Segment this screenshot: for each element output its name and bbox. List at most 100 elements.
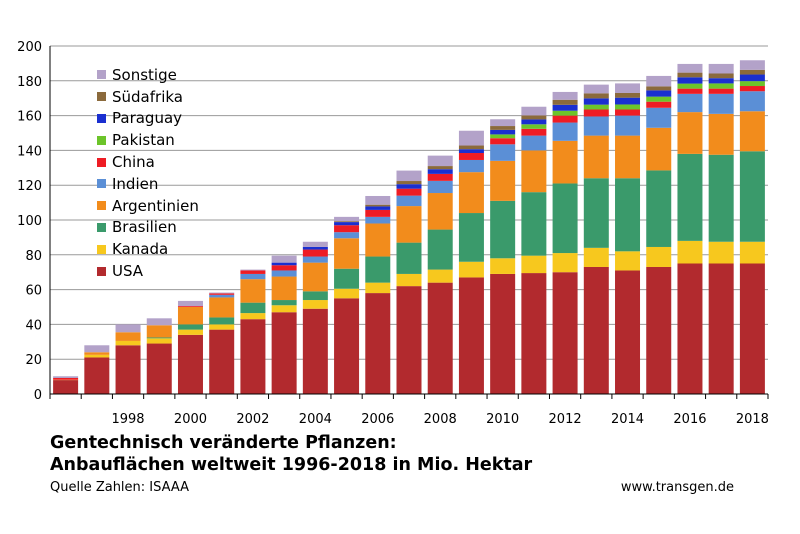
- x-tick-label: 2006: [361, 412, 394, 427]
- bar-segment: [490, 134, 516, 139]
- bar-segment: [583, 104, 609, 110]
- bar-segment: [334, 232, 360, 239]
- bar-segment: [708, 113, 734, 155]
- legend-item: USA: [97, 260, 199, 282]
- bar-segment: [365, 282, 391, 294]
- legend-label: Pakistan: [112, 131, 175, 150]
- bar-segment: [583, 266, 609, 394]
- bar-segment: [739, 60, 765, 70]
- bar-segment: [677, 88, 703, 94]
- bar-segment: [271, 262, 297, 266]
- bar-segment: [396, 170, 422, 182]
- bar-segment: [396, 188, 422, 196]
- bar-segment: [708, 88, 734, 94]
- bar-segment: [615, 135, 641, 179]
- bar-segment: [458, 172, 484, 214]
- legend-item: Sonstige: [97, 64, 199, 86]
- bar-segment: [646, 246, 672, 267]
- bar-segment: [365, 195, 391, 205]
- bar-segment: [677, 263, 703, 394]
- bar-segment: [240, 279, 266, 303]
- x-tick-label: 2016: [673, 412, 706, 427]
- legend-item: Argentinien: [97, 195, 199, 217]
- bar-segment: [396, 206, 422, 243]
- chart-caption: Gentechnisch veränderte Pflanzen: Anbauf…: [50, 432, 532, 476]
- bar-segment: [677, 240, 703, 264]
- legend-label: USA: [112, 262, 144, 281]
- bar-segment: [302, 246, 328, 250]
- y-tick-label: 20: [25, 353, 42, 368]
- bar-segment: [615, 115, 641, 136]
- bar-segment: [615, 92, 641, 98]
- bar-segment: [552, 272, 578, 394]
- y-tick-label: 140: [17, 144, 42, 159]
- bar-segment: [458, 159, 484, 173]
- bar-segment: [583, 98, 609, 105]
- bar-segment: [302, 291, 328, 301]
- bar-segment: [209, 317, 235, 325]
- x-tick-label: 2014: [611, 412, 644, 427]
- bar-segment: [84, 345, 110, 353]
- bar-segment: [365, 256, 391, 283]
- bars: [53, 60, 765, 394]
- bar-segment: [177, 307, 203, 325]
- bar-segment: [146, 343, 172, 394]
- bar-segment: [583, 178, 609, 248]
- bar-segment: [739, 86, 765, 92]
- bar-segment: [677, 77, 703, 84]
- bar-segment: [209, 329, 235, 394]
- legend-label: Indien: [112, 174, 159, 193]
- bar-segment: [427, 166, 453, 170]
- bar-segment: [271, 276, 297, 301]
- bar-segment: [552, 115, 578, 123]
- bar-segment: [646, 101, 672, 108]
- bar-segment: [521, 150, 547, 193]
- legend-swatch: [97, 92, 106, 102]
- bar-segment: [365, 223, 391, 257]
- bar-segment: [739, 263, 765, 394]
- bar-segment: [427, 169, 453, 174]
- x-tick-label: 2000: [174, 412, 207, 427]
- bar-segment: [615, 251, 641, 271]
- source-note: Quelle Zahlen: ISAAA: [50, 480, 190, 495]
- bar-segment: [302, 300, 328, 309]
- bar-segment: [334, 216, 360, 222]
- bar-segment: [708, 154, 734, 242]
- legend-item: Südafrika: [97, 86, 199, 108]
- legend-swatch: [97, 179, 106, 189]
- bar-segment: [334, 268, 360, 289]
- bar-segment: [458, 261, 484, 278]
- legend-swatch: [97, 70, 106, 80]
- legend-swatch: [97, 222, 106, 232]
- y-tick-label: 0: [34, 388, 42, 403]
- bar-segment: [334, 225, 360, 233]
- bar-segment: [115, 324, 141, 333]
- y-tick-label: 60: [25, 284, 42, 299]
- bar-segment: [84, 357, 110, 394]
- bar-segment: [396, 181, 422, 185]
- bar-segment: [583, 135, 609, 179]
- bar-segment: [677, 72, 703, 78]
- bar-segment: [739, 74, 765, 82]
- bar-segment: [552, 253, 578, 273]
- legend-swatch: [97, 113, 106, 123]
- bar-segment: [458, 149, 484, 154]
- bar-segment: [427, 229, 453, 270]
- bar-segment: [490, 144, 516, 161]
- bar-segment: [53, 377, 79, 380]
- bar-segment: [490, 200, 516, 259]
- bar-segment: [490, 126, 516, 130]
- bar-segment: [302, 256, 328, 263]
- bar-segment: [708, 83, 734, 89]
- bar-segment: [552, 140, 578, 184]
- bar-segment: [177, 306, 203, 307]
- bar-segment: [334, 221, 360, 223]
- bar-segment: [334, 222, 360, 226]
- legend-label: Sonstige: [112, 65, 177, 84]
- bar-segment: [583, 93, 609, 99]
- bar-segment: [396, 273, 422, 287]
- bar-segment: [458, 153, 484, 160]
- bar-segment: [521, 124, 547, 129]
- bar-segment: [583, 84, 609, 94]
